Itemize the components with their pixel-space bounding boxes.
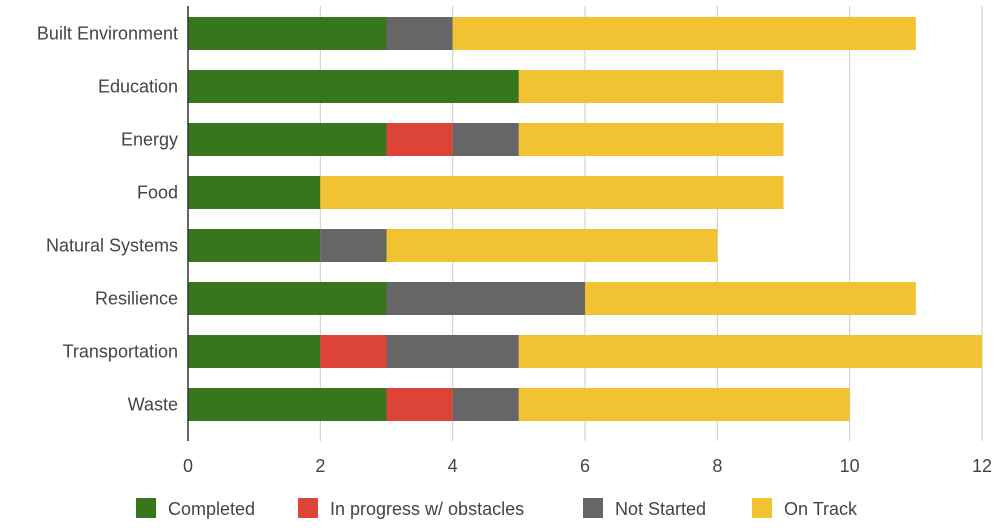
category-label: Education <box>98 77 178 97</box>
bar-segment <box>386 229 718 262</box>
x-tick-label: 8 <box>712 456 722 476</box>
legend-label: Not Started <box>615 499 706 519</box>
x-tick-label: 6 <box>580 456 590 476</box>
category-labels: Built Environment Education Energy Food Natu… <box>37 24 178 415</box>
legend-label: On Track <box>784 499 858 519</box>
x-tick-label: 10 <box>840 456 860 476</box>
bar-segment <box>320 229 387 262</box>
bar-segment <box>188 335 321 368</box>
bar-segment <box>188 388 387 421</box>
x-tick-label: 4 <box>448 456 458 476</box>
legend-swatch <box>136 498 156 518</box>
bar-segment <box>386 335 519 368</box>
x-tick-label: 2 <box>315 456 325 476</box>
legend-label: In progress w/ obstacles <box>330 499 524 519</box>
bar-segment <box>320 335 387 368</box>
x-tick-label: 0 <box>183 456 193 476</box>
bar-segment <box>386 388 453 421</box>
bar-segment <box>452 17 916 50</box>
legend-item: In progress w/ obstacles <box>298 498 524 519</box>
bar-segment <box>188 176 321 209</box>
bar-segment <box>188 17 387 50</box>
bar-segment <box>386 17 453 50</box>
legend-label: Completed <box>168 499 255 519</box>
legend-swatch <box>583 498 603 518</box>
bar-segment <box>585 282 916 315</box>
bar-segment <box>188 282 387 315</box>
bar-segment <box>188 229 321 262</box>
legend-item: On Track <box>752 498 858 519</box>
bar-segment <box>188 70 519 103</box>
bar-segment <box>386 282 585 315</box>
bar-segment <box>452 388 519 421</box>
bars-layer <box>188 17 982 421</box>
bar-segment <box>320 176 784 209</box>
bar-segment <box>452 123 519 156</box>
legend-swatch <box>752 498 772 518</box>
category-label: Energy <box>121 130 178 150</box>
category-label: Transportation <box>63 342 178 362</box>
legend: Completed In progress w/ obstacles Not Sta… <box>136 498 858 519</box>
legend-item: Not Started <box>583 498 706 519</box>
bar-segment <box>518 388 850 421</box>
category-label: Resilience <box>95 289 178 309</box>
bar-segment <box>518 335 982 368</box>
category-label: Natural Systems <box>46 236 178 256</box>
legend-swatch <box>298 498 318 518</box>
bar-segment <box>518 70 784 103</box>
x-tick-labels: 0 2 4 6 8 10 12 <box>183 456 992 476</box>
bar-segment <box>188 123 387 156</box>
category-label: Built Environment <box>37 24 178 44</box>
bar-segment <box>386 123 453 156</box>
legend-item: Completed <box>136 498 255 519</box>
x-tick-label: 12 <box>972 456 992 476</box>
bar-segment <box>518 123 784 156</box>
category-label: Food <box>137 183 178 203</box>
category-label: Waste <box>128 395 178 415</box>
